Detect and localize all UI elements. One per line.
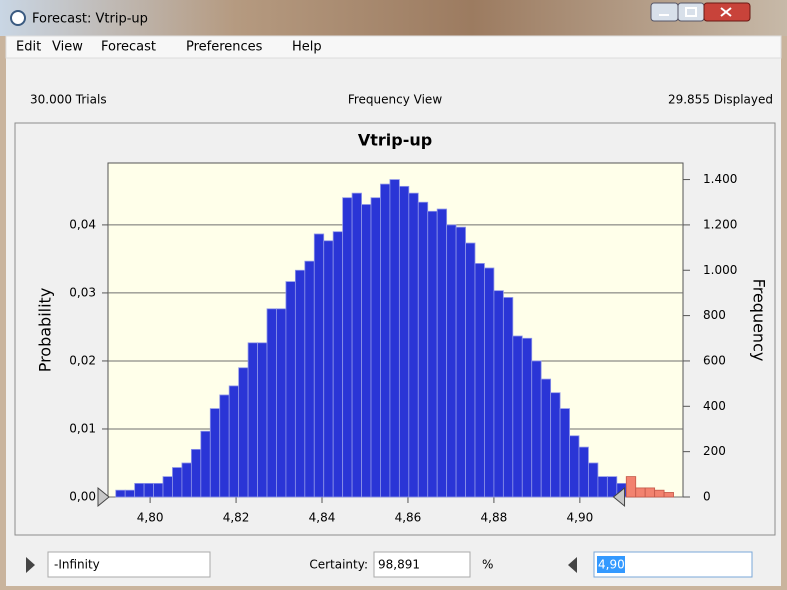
- y2-tick-label: 800: [703, 308, 726, 322]
- x-tick-label: 4,84: [309, 511, 336, 525]
- window-title: Forecast: Vtrip-up: [32, 12, 148, 27]
- bar: [305, 261, 314, 497]
- bar: [371, 198, 380, 497]
- menu-item[interactable]: Edit: [16, 40, 41, 55]
- bar: [163, 477, 172, 497]
- y2-tick-label: 600: [703, 353, 726, 367]
- x-tick-label: 4,86: [395, 511, 422, 525]
- percent-sign: %: [482, 558, 493, 572]
- bar: [267, 309, 276, 497]
- bar: [418, 202, 427, 497]
- lower-limit-text: -Infinity: [54, 558, 100, 572]
- bar: [607, 477, 616, 497]
- y-axis-label: Probability: [36, 288, 55, 373]
- y2-tick-label: 400: [703, 399, 726, 413]
- y-tick-label: 0,03: [69, 285, 96, 299]
- bar: [182, 463, 191, 497]
- bar: [626, 477, 635, 497]
- page: Forecast: Vtrip-up Edit View Forecast Prefe…: [0, 0, 787, 590]
- y2-tick-label: 0: [703, 490, 711, 504]
- bar: [258, 343, 267, 497]
- bar: [220, 395, 229, 497]
- bar: [276, 309, 285, 497]
- bar: [513, 336, 522, 497]
- y2-tick-label: 1.000: [703, 263, 737, 277]
- bar: [172, 468, 181, 497]
- x-tick-label: 4,90: [567, 511, 594, 525]
- y-tick-label: 0,02: [69, 353, 96, 367]
- bar: [191, 449, 200, 497]
- bar: [390, 180, 399, 497]
- x-tick-label: 4,82: [223, 511, 250, 525]
- app-icon: [11, 11, 25, 25]
- menu-item[interactable]: Forecast: [101, 40, 156, 55]
- bar: [239, 368, 248, 497]
- bar: [154, 483, 163, 497]
- bar: [570, 436, 579, 497]
- x-tick-label: 4,80: [137, 511, 164, 525]
- displayed-status: 29.855 Displayed: [668, 93, 773, 107]
- y2-axis-label: Frequency: [750, 279, 769, 362]
- window: Forecast: Vtrip-up Edit View Forecast Prefe…: [0, 0, 787, 590]
- bar: [125, 490, 134, 497]
- menu-item[interactable]: Preferences: [186, 40, 263, 55]
- bar: [532, 361, 541, 497]
- bar: [484, 268, 493, 497]
- bar: [295, 270, 304, 497]
- bar: [144, 483, 153, 497]
- bar: [655, 490, 664, 497]
- bar: [428, 211, 437, 497]
- y2-tick-label: 200: [703, 444, 726, 458]
- bar: [503, 297, 512, 497]
- bar: [541, 379, 550, 497]
- trials-status: 30.000 Trials: [30, 93, 107, 107]
- certainty-label: Certainty:: [309, 558, 368, 572]
- bar: [598, 477, 607, 497]
- bar: [560, 409, 569, 497]
- y-tick-label: 0,01: [69, 421, 96, 435]
- bar: [343, 198, 352, 497]
- bar: [447, 225, 456, 497]
- bar: [135, 483, 144, 497]
- bar: [475, 263, 484, 497]
- menu-item[interactable]: View: [52, 40, 83, 55]
- minimize-button[interactable]: [651, 3, 678, 21]
- y-tick-label: 0,04: [69, 217, 96, 231]
- bar: [380, 184, 389, 497]
- bar: [456, 227, 465, 497]
- bar: [352, 193, 361, 497]
- bar: [551, 393, 560, 497]
- bar: [664, 492, 673, 497]
- y-tick-label: 0,00: [69, 490, 96, 504]
- maximize-button[interactable]: [678, 3, 704, 21]
- bar: [636, 488, 645, 497]
- bar: [466, 243, 475, 497]
- bar: [588, 463, 597, 497]
- y2-tick-label: 1.200: [703, 217, 737, 231]
- bar: [201, 431, 210, 497]
- bar: [579, 447, 588, 497]
- view-status: Frequency View: [348, 93, 442, 107]
- y2-tick-label: 1.400: [703, 172, 737, 186]
- bar: [314, 234, 323, 497]
- bar: [333, 232, 342, 497]
- bar: [409, 193, 418, 497]
- upper-limit-text: 4,90: [598, 558, 625, 572]
- x-tick-label: 4,88: [481, 511, 508, 525]
- bar: [645, 488, 654, 497]
- certainty-value: 98,891: [378, 558, 420, 572]
- bar: [362, 204, 371, 497]
- bar: [116, 490, 125, 497]
- bar: [210, 409, 219, 497]
- chart-title: Vtrip-up: [358, 131, 432, 150]
- bar: [286, 282, 295, 497]
- bar: [522, 338, 531, 497]
- bar: [437, 209, 446, 497]
- menu-item[interactable]: Help: [292, 40, 322, 55]
- bar: [399, 186, 408, 497]
- bar: [229, 386, 238, 497]
- bar: [494, 291, 503, 497]
- bar: [248, 343, 257, 497]
- bar: [324, 241, 333, 497]
